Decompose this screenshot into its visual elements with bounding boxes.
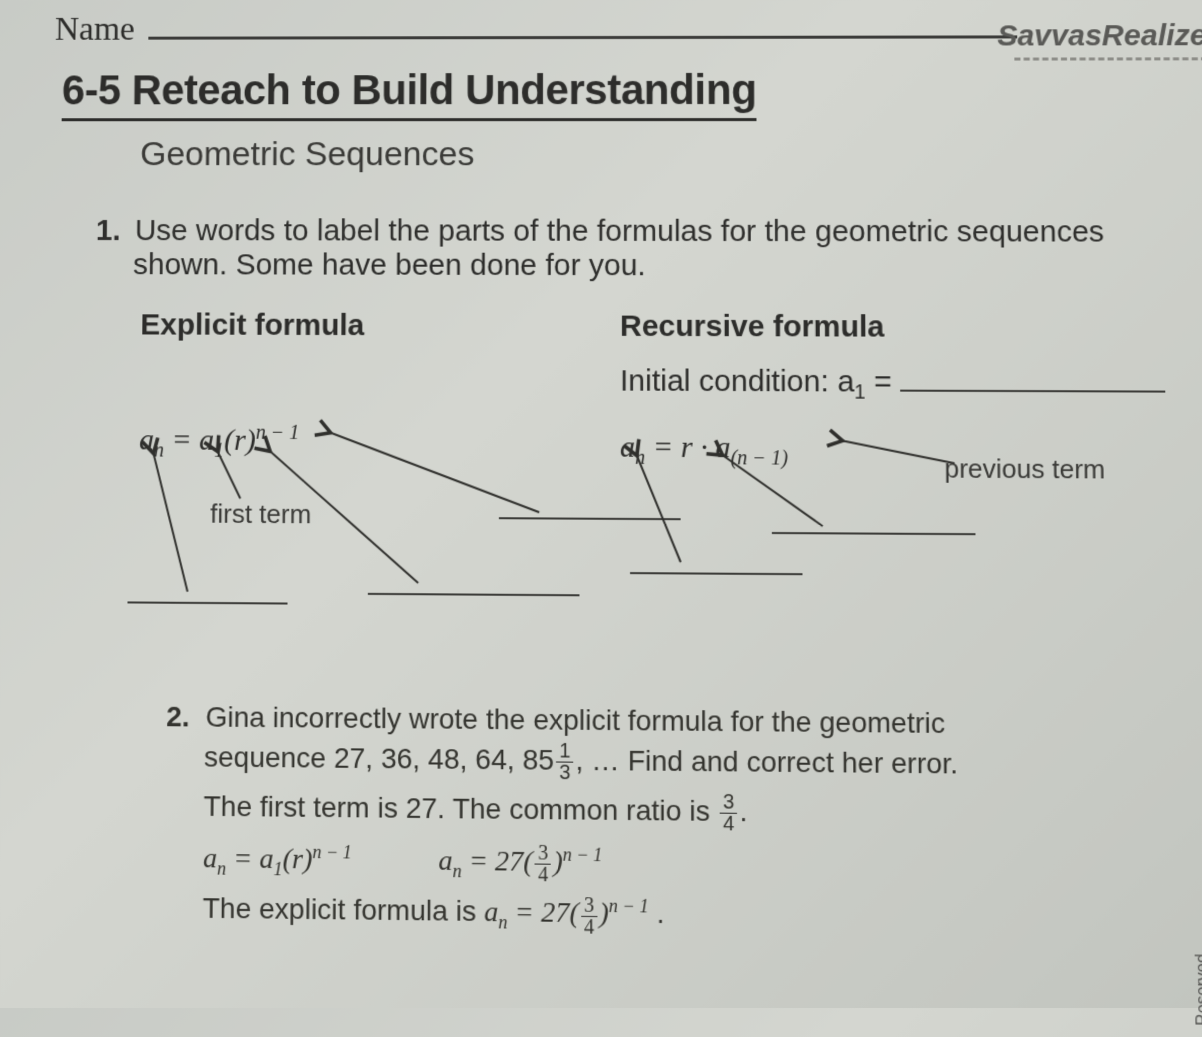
explicit-formula: an = a1(r)n − 1 [139,421,560,464]
page-subtitle: Geometric Sequences [140,135,1202,175]
question-1: 1. Use words to label the parts of the f… [96,214,1189,250]
q2-line5c: . [657,897,665,929]
name-blank[interactable] [149,35,1018,39]
q1-text-line1: Use words to label the parts of the form… [135,214,1105,249]
label-first-term: first term [210,498,311,530]
initial-condition: Initial condition: a1 = [620,364,1189,406]
initial-blank[interactable] [900,390,1165,393]
brand-underline [1014,57,1202,60]
q2-formula-final: an = 27(34)n − 1 [484,897,649,931]
q2-line2b: , … Find and correct her error. [576,744,959,780]
question-2: 2. Gina incorrectly wrote the explicit f… [164,697,1202,945]
page-title: 6-5 Reteach to Build Understanding [62,66,757,121]
recursive-heading: Recursive formula [620,310,1188,346]
reserved-label: Reserved. [1194,949,1202,1026]
label-previous-term: previous term [944,453,1105,486]
q1-number: 1. [96,214,121,247]
q2-line2a: sequence 27, 36, 48, 64, 85 [204,741,554,776]
name-label: Name [55,11,135,49]
q2-line1: Gina incorrectly wrote the explicit form… [205,701,945,739]
brand-label: SavvasRealize [997,19,1202,54]
blank-r[interactable] [368,593,580,596]
blank-an[interactable] [127,601,287,604]
q2-line5a: The explicit formula is [202,892,484,927]
q2-number: 2. [166,701,190,733]
blank-rec-an[interactable] [630,572,802,575]
explicit-heading: Explicit formula [140,308,559,343]
q2-line3b: . [739,796,747,828]
q2-formula-substituted: an = 27(34)n − 1 [438,845,602,879]
blank-rec-r[interactable] [772,532,976,535]
q1-text-line2: shown. Some have been done for you. [133,248,1202,284]
q2-line3a: The first term is 27. The common ratio i… [203,790,718,827]
q2-formula-generic: an = a1(r)n − 1 [203,843,352,877]
blank-exp[interactable] [499,517,681,520]
